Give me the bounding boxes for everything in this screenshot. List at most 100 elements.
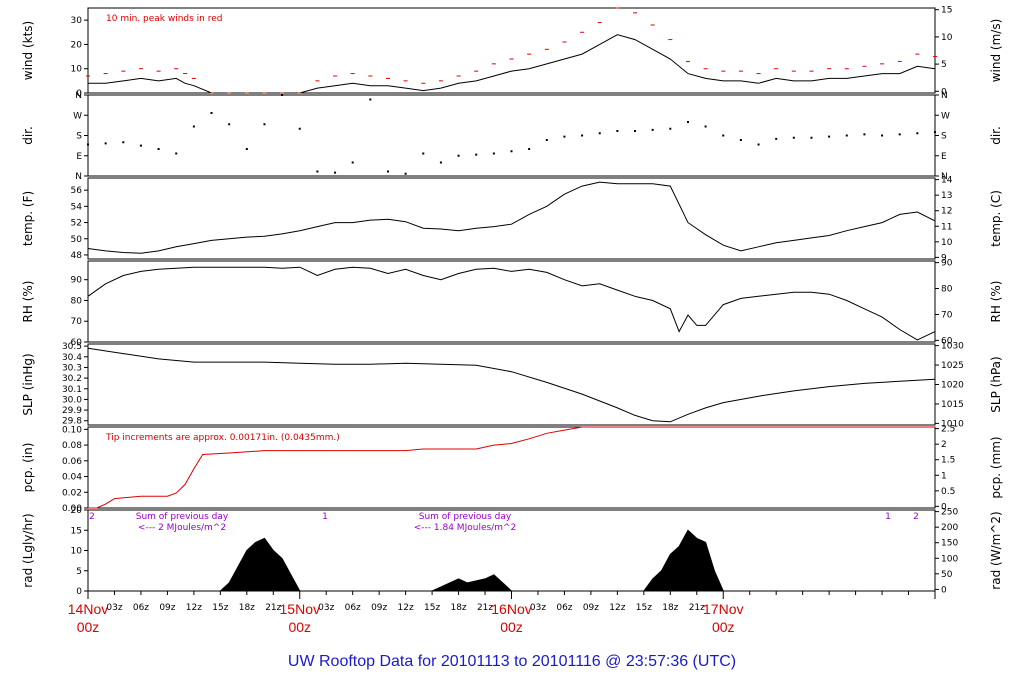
dir-point: [386, 170, 389, 173]
y-tick-label-left: 60: [71, 338, 83, 348]
rad-sum-label: Sum of previous day: [419, 512, 512, 522]
dir-point: [104, 142, 107, 145]
y-axis-title-left: rad (Lgly/hr): [21, 513, 35, 587]
y-tick-label-right: 80: [941, 285, 953, 295]
y-tick-label-right: 1015: [941, 400, 964, 410]
y-tick-label-right: E: [941, 152, 947, 162]
dir-point: [616, 130, 619, 132]
y-tick-label-right: N: [941, 91, 948, 101]
y-tick-label-left: 52: [71, 219, 82, 229]
y-tick-label-left: 0.00: [62, 504, 82, 514]
y-axis-title-right: RH (%): [989, 281, 1003, 323]
y-tick-label-right: 200: [941, 523, 958, 533]
x-tick-label: 18z: [239, 603, 255, 613]
x-day-label: 16Nov: [491, 601, 531, 617]
x-day-label: 15Nov: [280, 601, 320, 617]
y-tick-label-right: 150: [941, 539, 958, 549]
dir-point: [775, 137, 778, 140]
y-tick-label-left: 48: [71, 251, 83, 261]
rad-day-marker: 1: [885, 512, 891, 522]
dir-point: [263, 123, 266, 126]
y-tick-label-right: N: [941, 172, 948, 182]
dir-point: [704, 125, 707, 128]
dir-point: [139, 144, 142, 147]
y-tick-label-right: 100: [941, 554, 958, 564]
dir-point: [210, 112, 213, 114]
panel-pcp: 0.00 0.02 0.04 0.06 0.08 0.10 0 0.5 1 1.5 2 2.5 pcp.…: [21, 425, 1003, 514]
x-tick-label: 03z: [530, 603, 546, 613]
x-day-hour: 00z: [500, 619, 523, 635]
dir-point: [581, 134, 584, 137]
x-day-hour: 00z: [288, 619, 311, 635]
y-tick-label-right: 11: [941, 222, 952, 232]
dir-point: [175, 152, 178, 155]
x-day-hour: 00z: [77, 619, 100, 635]
y-tick-label-right: 0: [941, 87, 947, 97]
y-tick-label-right: 1: [941, 471, 947, 481]
series-line-wind: [88, 34, 936, 94]
dir-point: [334, 171, 337, 174]
y-tick-label-right: 90: [941, 259, 953, 269]
y-tick-label-left: 0.04: [62, 473, 82, 483]
panel-frame: [87, 260, 936, 343]
y-axis-title-right: SLP (hPa): [989, 356, 1003, 412]
x-tick-label: 15z: [212, 603, 228, 613]
y-axis-title-right: dir.: [989, 126, 1003, 145]
rad-day-marker: 1: [322, 512, 328, 522]
dir-point: [757, 143, 760, 146]
y-tick-label-right: 70: [941, 310, 953, 320]
y-tick-label-left: 10: [71, 65, 83, 75]
y-tick-label-left: 0.08: [62, 441, 82, 451]
y-axis-title-left: pcp. (in): [21, 443, 35, 493]
y-axis-title-right: pcp. (mm): [989, 436, 1003, 498]
y-tick-label-right: 14: [941, 176, 953, 186]
x-tick-label: 12z: [398, 603, 414, 613]
y-tick-label-left: E: [76, 152, 82, 162]
dir-point: [634, 130, 637, 132]
y-tick-label-left: 29.9: [62, 406, 82, 416]
rad-day-marker: 2: [89, 512, 95, 522]
y-tick-label-right: 12: [941, 207, 952, 217]
y-tick-label-left: 30.1: [62, 385, 82, 395]
y-tick-label-left: 50: [71, 235, 83, 245]
dir-point: [281, 94, 284, 96]
y-tick-label-right: 5: [941, 60, 947, 70]
y-tick-label-left: 0: [76, 587, 82, 597]
x-tick-label: 21z: [477, 603, 493, 613]
panel-slp: 29.829.930.030.130.230.330.430.5 1010 1015…: [21, 342, 1003, 430]
y-tick-label-left: 30: [71, 16, 83, 26]
dir-point: [439, 161, 442, 164]
y-tick-label-right: 1025: [941, 361, 964, 371]
y-axis-title-left: temp. (F): [21, 191, 35, 246]
y-tick-label-left: 5: [76, 567, 82, 577]
y-tick-label-right: 0: [941, 502, 947, 512]
y-tick-label-left: 30.3: [62, 363, 82, 373]
y-tick-label-left: 30.2: [62, 374, 82, 384]
panel-frame: [87, 343, 936, 426]
panel-rh: 60 70 80 90 60 70 80 90 RH (%) RH (%): [21, 259, 1003, 348]
panel-annotation: 10 min. peak winds in red: [106, 14, 223, 24]
y-tick-label-left: 20: [71, 40, 83, 50]
x-day-hour: 00z: [712, 619, 735, 635]
x-tick-label: 03z: [318, 603, 334, 613]
series-line-pcp: [88, 426, 935, 509]
y-axis-title-left: dir.: [21, 126, 35, 145]
rad-day-marker: 2: [913, 512, 919, 522]
y-tick-label-left: 54: [71, 202, 83, 212]
panel-frame: [87, 426, 936, 509]
y-tick-label-right: 10: [941, 33, 953, 43]
y-tick-label-right: 1010: [941, 419, 964, 429]
dir-point: [122, 141, 125, 144]
x-day-label: 14Nov: [68, 601, 108, 617]
y-tick-label-right: 250: [941, 508, 958, 518]
y-tick-label-left: 15: [71, 526, 82, 536]
x-axis: 03z 06z 09z 12z 15z 18z 21z 03z 06z 09z 12z 15z 18z 2…: [68, 591, 936, 635]
y-tick-label-right: 1.5: [941, 456, 955, 466]
dir-point: [245, 148, 248, 150]
y-axis-title-right: temp. (C): [989, 190, 1003, 247]
y-tick-label-right: 10: [941, 238, 953, 248]
dir-point: [916, 132, 919, 135]
dir-point: [881, 134, 884, 137]
dir-point: [828, 135, 831, 138]
